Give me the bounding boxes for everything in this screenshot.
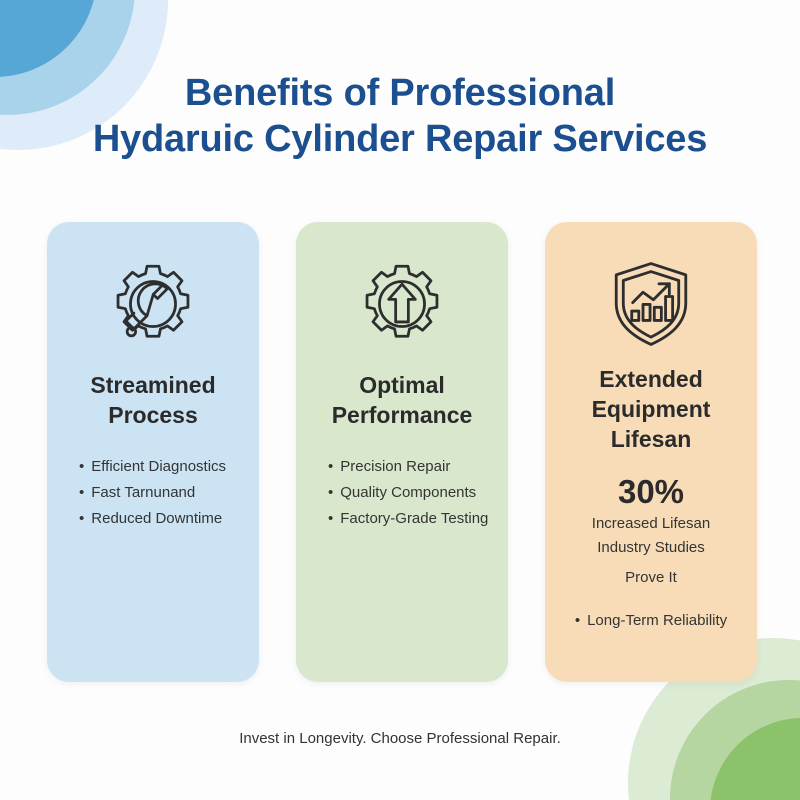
card-heading-line-2: Process	[108, 402, 198, 428]
list-item: • Efficient Diagnostics	[79, 454, 245, 480]
card-heading-line-2: Performance	[331, 402, 473, 428]
shield-growth-chart-icon	[603, 256, 699, 352]
benefit-card-extended-equipment-lifespan[interactable]: Extended Equipment Lifesan 30% Increased…	[545, 222, 757, 682]
card-heading-line-1: Streamined	[90, 372, 216, 398]
bullet-icon: •	[79, 458, 85, 475]
card-heading-line-2: Equipment	[591, 396, 711, 422]
card-heading-streamlined-process: Streamined Process	[90, 370, 215, 430]
card-heading-line-1: Extended	[599, 366, 703, 392]
card-heading-line-3: Lifesan	[610, 426, 692, 452]
card-heading-line-1: Optimal	[359, 372, 445, 398]
bullet-icon: •	[328, 458, 334, 475]
benefit-list-extended-equipment-lifespan: • Long-Term Reliability	[559, 608, 743, 634]
page-title-line-1: Benefits of Professional	[184, 72, 616, 114]
stat-caption-line-2: Industry Studies	[597, 539, 705, 556]
benefit-card-optimal-performance[interactable]: Optimal Performance • Precision Repair • Q…	[296, 222, 508, 682]
footer-tagline: Invest in Longevity. Choose Professional…	[239, 730, 561, 747]
gear-wrench-icon	[105, 256, 201, 352]
card-heading-extended-equipment-lifespan: Extended Equipment Lifesan	[592, 364, 711, 454]
bullet-icon: •	[328, 510, 334, 527]
benefit-cards-row: Streamined Process • Efficient Diagnostic…	[47, 222, 757, 682]
list-item-label: Fast Tarnunand	[91, 484, 196, 501]
list-item-label: Efficient Diagnostics	[91, 458, 227, 475]
list-item-label: Quality Components	[340, 484, 477, 501]
bullet-icon: •	[328, 484, 334, 501]
list-item: • Long-Term Reliability	[559, 608, 743, 634]
stat-number: 30%	[617, 473, 685, 510]
bullet-icon: •	[574, 612, 581, 629]
bullet-icon: •	[79, 510, 85, 527]
list-item-label: Precision Repair	[340, 458, 451, 475]
list-item: • Quality Components	[328, 480, 494, 506]
gear-up-arrow-icon	[354, 256, 450, 352]
stat-caption-line-3: Prove It	[625, 569, 677, 586]
decor-circle-top-left-inner	[0, 0, 97, 77]
list-item: • Precision Repair	[328, 454, 494, 480]
list-item-label: Long-Term Reliability	[587, 612, 728, 629]
list-item: • Fast Tarnunand	[79, 480, 245, 506]
list-item-label: Reduced Downtime	[91, 510, 223, 527]
benefit-list-streamlined-process: • Efficient Diagnostics • Fast Tarnunand •…	[61, 454, 245, 532]
page-title-line-2: Hydaruic Cylinder Repair Services	[92, 118, 708, 160]
benefit-list-optimal-performance: • Precision Repair • Quality Components • F…	[310, 454, 494, 532]
page-title: Benefits of Professional Hydaruic Cylind…	[0, 70, 800, 162]
list-item-label: Factory-Grade Testing	[340, 510, 489, 527]
bullet-icon: •	[79, 484, 85, 501]
list-item: • Reduced Downtime	[79, 506, 245, 532]
list-item: • Factory-Grade Testing	[328, 506, 494, 532]
stat-caption-line-1: Increased Lifesan	[591, 515, 711, 532]
benefit-card-streamlined-process[interactable]: Streamined Process • Efficient Diagnostic…	[47, 222, 259, 682]
card-heading-optimal-performance: Optimal Performance	[332, 370, 473, 430]
